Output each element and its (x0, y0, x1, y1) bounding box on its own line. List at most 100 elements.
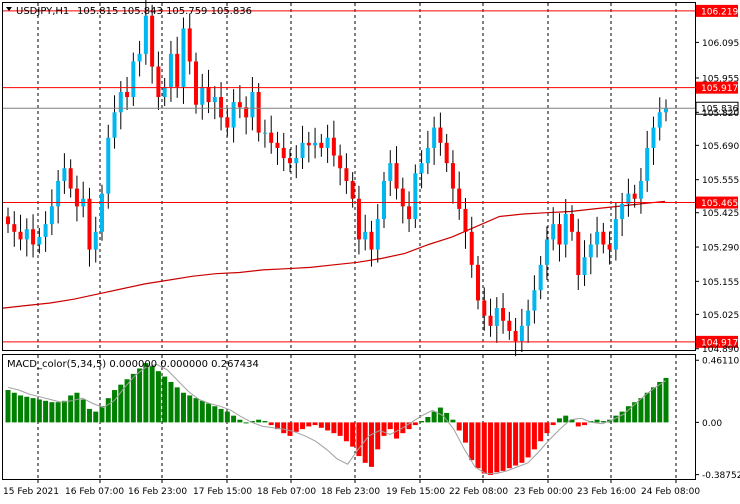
candle-body[interactable] (62, 168, 67, 181)
candle-body[interactable] (256, 91, 261, 133)
candle-body[interactable] (56, 180, 61, 207)
candle-body[interactable] (6, 216, 10, 225)
candle-body[interactable] (269, 132, 274, 143)
candle-body[interactable] (544, 239, 549, 265)
candle-body[interactable] (657, 112, 662, 128)
candle-body[interactable] (519, 325, 524, 342)
candle-body[interactable] (601, 231, 606, 245)
candle-body[interactable] (294, 158, 299, 164)
candle-body[interactable] (501, 308, 506, 321)
candle-body[interactable] (356, 198, 361, 240)
candle-body[interactable] (275, 142, 280, 148)
candle-body[interactable] (595, 231, 600, 245)
candle-body[interactable] (18, 231, 23, 240)
candle-body[interactable] (156, 66, 161, 98)
triangle-down-icon[interactable] (6, 7, 12, 11)
candle-body[interactable] (112, 112, 117, 138)
candle-body[interactable] (181, 28, 186, 87)
candle-body[interactable] (664, 108, 668, 113)
candle-body[interactable] (382, 180, 386, 220)
candle-body[interactable] (219, 97, 224, 118)
candle-body[interactable] (100, 193, 104, 232)
candle-body[interactable] (231, 102, 236, 128)
candle-body[interactable] (620, 203, 625, 220)
candle-body[interactable] (12, 224, 17, 232)
candlestick-series[interactable] (6, 0, 668, 357)
candle-body[interactable] (143, 15, 148, 54)
candle-body[interactable] (469, 231, 474, 265)
candle-body[interactable] (532, 290, 537, 311)
candle-body[interactable] (507, 320, 512, 331)
candle-body[interactable] (281, 147, 286, 159)
candle-body[interactable] (413, 173, 418, 220)
candle-body[interactable] (187, 28, 192, 62)
candle-body[interactable] (526, 310, 531, 326)
candle-body[interactable] (43, 224, 48, 237)
candle-body[interactable] (250, 91, 255, 118)
candle-body[interactable] (331, 137, 336, 156)
candle-body[interactable] (262, 132, 267, 134)
candle-body[interactable] (394, 163, 399, 189)
candle-body[interactable] (576, 231, 581, 276)
candle-body[interactable] (482, 300, 487, 316)
candle-body[interactable] (463, 208, 468, 232)
candle-body[interactable] (551, 224, 556, 240)
candle-body[interactable] (131, 61, 136, 98)
candle-body[interactable] (344, 168, 349, 181)
candle-body[interactable] (212, 97, 217, 103)
candle-body[interactable] (582, 257, 587, 276)
candle-body[interactable] (369, 231, 374, 250)
candle-body[interactable] (137, 53, 142, 62)
candle-body[interactable] (350, 180, 355, 199)
candle-body[interactable] (375, 219, 380, 250)
candle-body[interactable] (68, 168, 73, 189)
horizontal-levels[interactable]: 106.219 105.917 105.465 104.917 105.836 (3, 4, 739, 348)
candle-body[interactable] (444, 142, 449, 164)
candle-body[interactable] (319, 142, 324, 148)
candle-body[interactable] (237, 102, 242, 108)
candle-body[interactable] (407, 206, 412, 220)
candle-body[interactable] (638, 180, 643, 199)
candle-body[interactable] (632, 193, 637, 199)
candle-body[interactable] (93, 231, 98, 250)
candle-body[interactable] (488, 315, 493, 326)
candle-body[interactable] (494, 308, 499, 326)
candle-body[interactable] (651, 127, 656, 148)
candle-body[interactable] (557, 224, 562, 245)
candle-body[interactable] (476, 264, 480, 301)
candle-body[interactable] (87, 198, 92, 250)
candle-body[interactable] (118, 91, 123, 113)
candle-body[interactable] (432, 127, 437, 148)
candle-body[interactable] (607, 244, 612, 250)
candle-body[interactable] (325, 137, 330, 148)
candle-body[interactable] (588, 244, 593, 258)
candle-body[interactable] (244, 107, 249, 118)
candle-body[interactable] (162, 86, 167, 98)
candle-body[interactable] (106, 137, 111, 194)
candle-body[interactable] (313, 142, 318, 146)
candle-body[interactable] (513, 330, 518, 342)
candle-body[interactable] (288, 158, 292, 164)
candle-body[interactable] (168, 53, 173, 87)
candle-body[interactable] (388, 163, 393, 181)
symbol-label[interactable]: USDJPY,H1 (16, 6, 69, 17)
candle-body[interactable] (613, 219, 618, 250)
candle-body[interactable] (206, 86, 211, 103)
candle-body[interactable] (626, 193, 631, 204)
candle-body[interactable] (419, 163, 424, 174)
candle-body[interactable] (74, 188, 79, 207)
candle-body[interactable] (31, 229, 36, 245)
candle-body[interactable] (338, 155, 343, 169)
candle-body[interactable] (175, 53, 180, 87)
candle-body[interactable] (438, 127, 443, 143)
candle-body[interactable] (450, 163, 455, 189)
candle-body[interactable] (400, 188, 405, 207)
candle-body[interactable] (645, 147, 650, 181)
candle-body[interactable] (306, 142, 311, 146)
candle-body[interactable] (363, 231, 368, 240)
candle-body[interactable] (37, 236, 42, 245)
candle-body[interactable] (425, 147, 430, 164)
candle-body[interactable] (150, 15, 155, 67)
